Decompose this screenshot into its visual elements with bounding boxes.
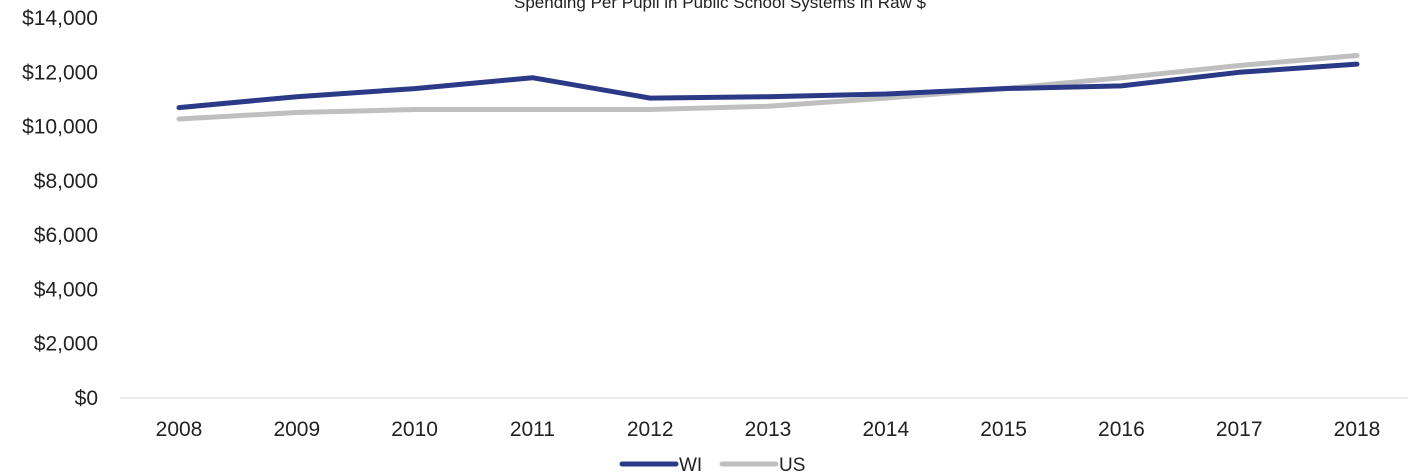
- x-tick-label: 2018: [1334, 418, 1381, 441]
- y-axis-ticks: $0 $2,000 $4,000 $6,000 $8,000 $10,000 $12,000…: [22, 7, 98, 410]
- chart-title: Spending Per Pupil in Public School Syst…: [514, 0, 927, 12]
- series-line-us: [176, 53, 1360, 122]
- series-line-wi: [176, 61, 1360, 111]
- x-tick-label: 2010: [391, 418, 438, 441]
- x-tick-label: 2014: [862, 418, 909, 441]
- x-axis-ticks: 2008 2009 2010 2011 2012 2013 2014 2015 2016 2017…: [156, 418, 1381, 441]
- y-tick-label: $6,000: [34, 224, 98, 247]
- y-tick-label: $12,000: [22, 61, 98, 84]
- x-tick-label: 2013: [745, 418, 792, 441]
- x-tick-label: 2011: [510, 418, 555, 441]
- x-tick-label: 2015: [980, 418, 1027, 441]
- y-tick-label: $0: [75, 387, 98, 410]
- series-lines: [176, 53, 1360, 122]
- legend-label-wi: WI: [679, 455, 702, 475]
- y-tick-label: $10,000: [22, 116, 98, 139]
- x-tick-label: 2012: [627, 418, 674, 441]
- legend: WI US: [619, 455, 805, 475]
- y-tick-label: $14,000: [22, 7, 98, 30]
- legend-label-us: US: [779, 455, 805, 475]
- y-tick-label: $4,000: [34, 278, 98, 301]
- y-tick-label: $8,000: [34, 170, 98, 193]
- x-tick-label: 2017: [1216, 418, 1263, 441]
- y-tick-label: $2,000: [34, 333, 98, 356]
- x-tick-label: 2008: [156, 418, 203, 441]
- x-tick-label: 2016: [1098, 418, 1145, 441]
- x-tick-label: 2009: [273, 418, 320, 441]
